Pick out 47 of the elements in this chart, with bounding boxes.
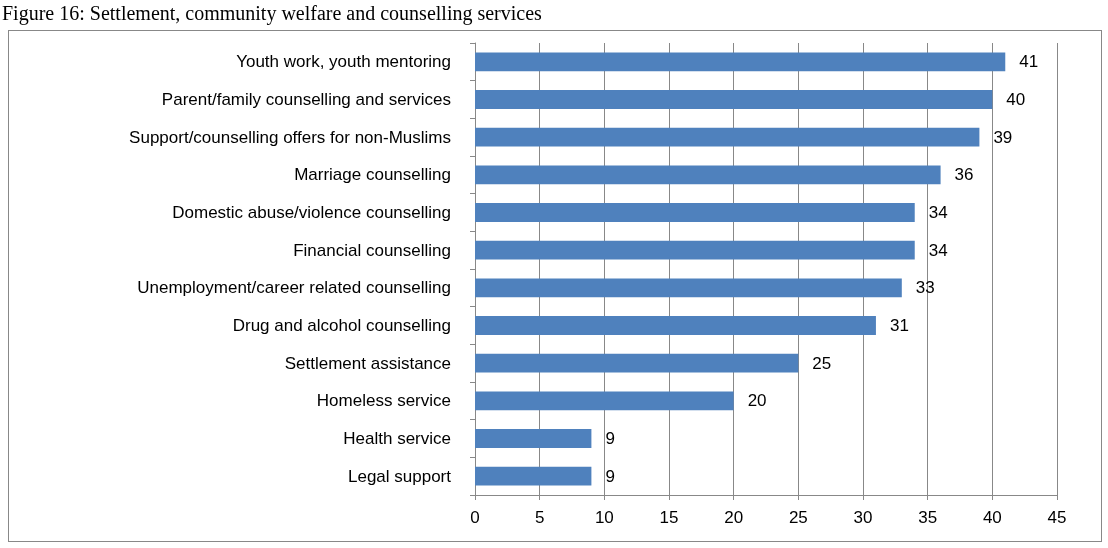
- bar: [475, 353, 799, 373]
- y-tick-label: Legal support: [347, 466, 452, 486]
- y-tick-label: Homeless service: [316, 391, 451, 411]
- data-label: 9: [605, 429, 615, 448]
- y-tick-label: Youth work, youth mentoring: [236, 52, 451, 72]
- bar: [475, 203, 915, 222]
- data-label: 31: [889, 316, 909, 335]
- bar: [475, 90, 993, 109]
- y-tick-label: Support/counselling offers for non-Muslims: [129, 127, 451, 147]
- y-tick-label: Marriage counselling: [294, 165, 451, 185]
- data-label: 40: [1006, 90, 1026, 109]
- y-tick-label: Financial counselling: [293, 240, 451, 260]
- data-label: 41: [1019, 52, 1039, 72]
- bar: [475, 466, 592, 486]
- y-tick-label: Settlement assistance: [284, 353, 451, 373]
- bar: [475, 240, 915, 260]
- text: Figure 16: Settlement, community welfare and counselling services: [1, 1, 543, 26]
- x-tick-label: 20: [724, 508, 744, 527]
- data-label: 9: [605, 466, 615, 486]
- bar: [475, 127, 980, 147]
- x-tick-label: 45: [1047, 508, 1067, 527]
- y-tick-label: Unemployment/career related counselling: [137, 278, 451, 298]
- data-label: 25: [812, 353, 832, 373]
- x-tick-label: 25: [788, 508, 808, 527]
- y-tick-label: Parent/family counselling and services: [161, 90, 451, 109]
- x-tick-label: 0: [470, 508, 480, 527]
- data-label: 34: [928, 240, 948, 260]
- x-tick-label: 15: [659, 508, 679, 527]
- data-label: 34: [928, 203, 948, 222]
- bar: [475, 429, 592, 448]
- bar: [475, 52, 1006, 72]
- data-label: 33: [915, 278, 935, 298]
- x-tick-label: 5: [534, 508, 545, 527]
- x-tick-label: 40: [982, 508, 1002, 527]
- y-tick-label: Domestic abuse/violence counselling: [172, 203, 451, 222]
- x-tick-label: 10: [594, 508, 614, 527]
- bar: [475, 278, 902, 298]
- bar: [475, 316, 876, 335]
- x-tick-label: 30: [853, 508, 873, 527]
- bar: [475, 165, 941, 185]
- data-label: 39: [993, 127, 1013, 147]
- y-tick-label: Drug and alcohol counselling: [232, 316, 451, 335]
- bar: [475, 391, 734, 411]
- x-tick-label: 35: [918, 508, 938, 527]
- y-tick-label: Health service: [343, 429, 451, 448]
- data-label: 36: [954, 165, 974, 185]
- data-label: 20: [747, 391, 767, 411]
